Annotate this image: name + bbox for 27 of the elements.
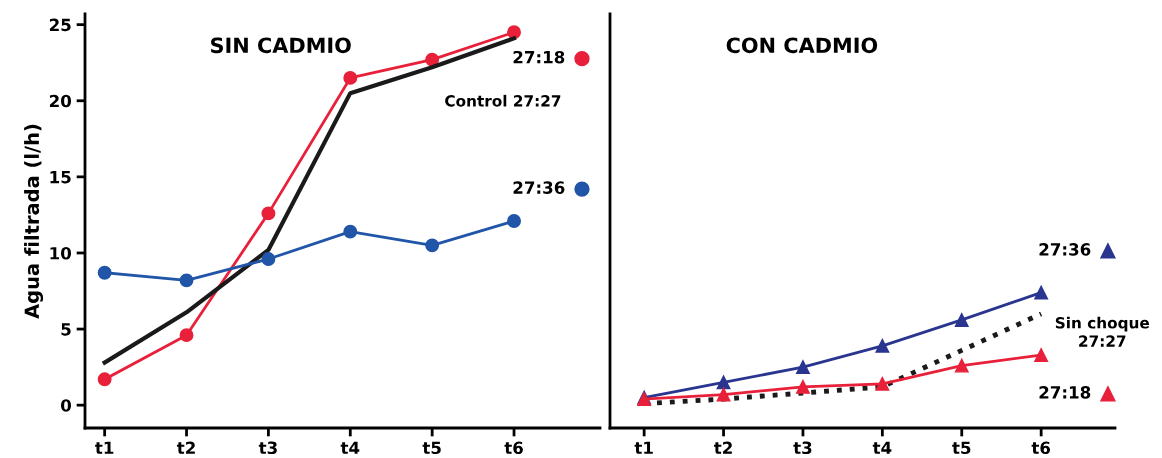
y-tick-label: 0 bbox=[61, 399, 72, 412]
y-tick-label: 15 bbox=[50, 171, 71, 184]
x-tick-label: t3 bbox=[258, 441, 277, 455]
legend-label: 27:18 bbox=[513, 50, 565, 64]
legend-label: 27:18 bbox=[1039, 386, 1091, 399]
x-tick-label: t4 bbox=[872, 441, 892, 454]
y-tick-label: 20 bbox=[49, 94, 72, 108]
text: SIN CADMIO bbox=[211, 37, 351, 54]
x-tick-label: t4 bbox=[340, 441, 360, 454]
y-axis-title: Agua filtrada (l/h) bbox=[24, 124, 44, 319]
y-tick-label: 10 bbox=[50, 246, 72, 260]
legend-label: 27:36 bbox=[1039, 243, 1091, 256]
text: CON CADMIO bbox=[726, 37, 878, 54]
x-tick-label: t6 bbox=[504, 441, 523, 455]
legend-label: 27:36 bbox=[513, 181, 565, 194]
x-tick-label: t1 bbox=[95, 441, 114, 454]
x-tick-label: t5 bbox=[952, 441, 971, 455]
x-tick-label: t6 bbox=[1031, 441, 1051, 455]
x-tick-label: t2 bbox=[713, 441, 732, 454]
x-tick-label: t3 bbox=[793, 441, 812, 455]
series-label: Control 27:27 bbox=[445, 94, 561, 107]
x-tick-label: t5 bbox=[422, 441, 441, 455]
x-tick-label: t1 bbox=[634, 441, 653, 454]
series-label: Sin choque 27:27 bbox=[1055, 316, 1150, 347]
y-tick-label: 25 bbox=[49, 18, 71, 32]
y-tick-label: 5 bbox=[61, 323, 71, 336]
x-tick-label: t2 bbox=[176, 441, 195, 454]
